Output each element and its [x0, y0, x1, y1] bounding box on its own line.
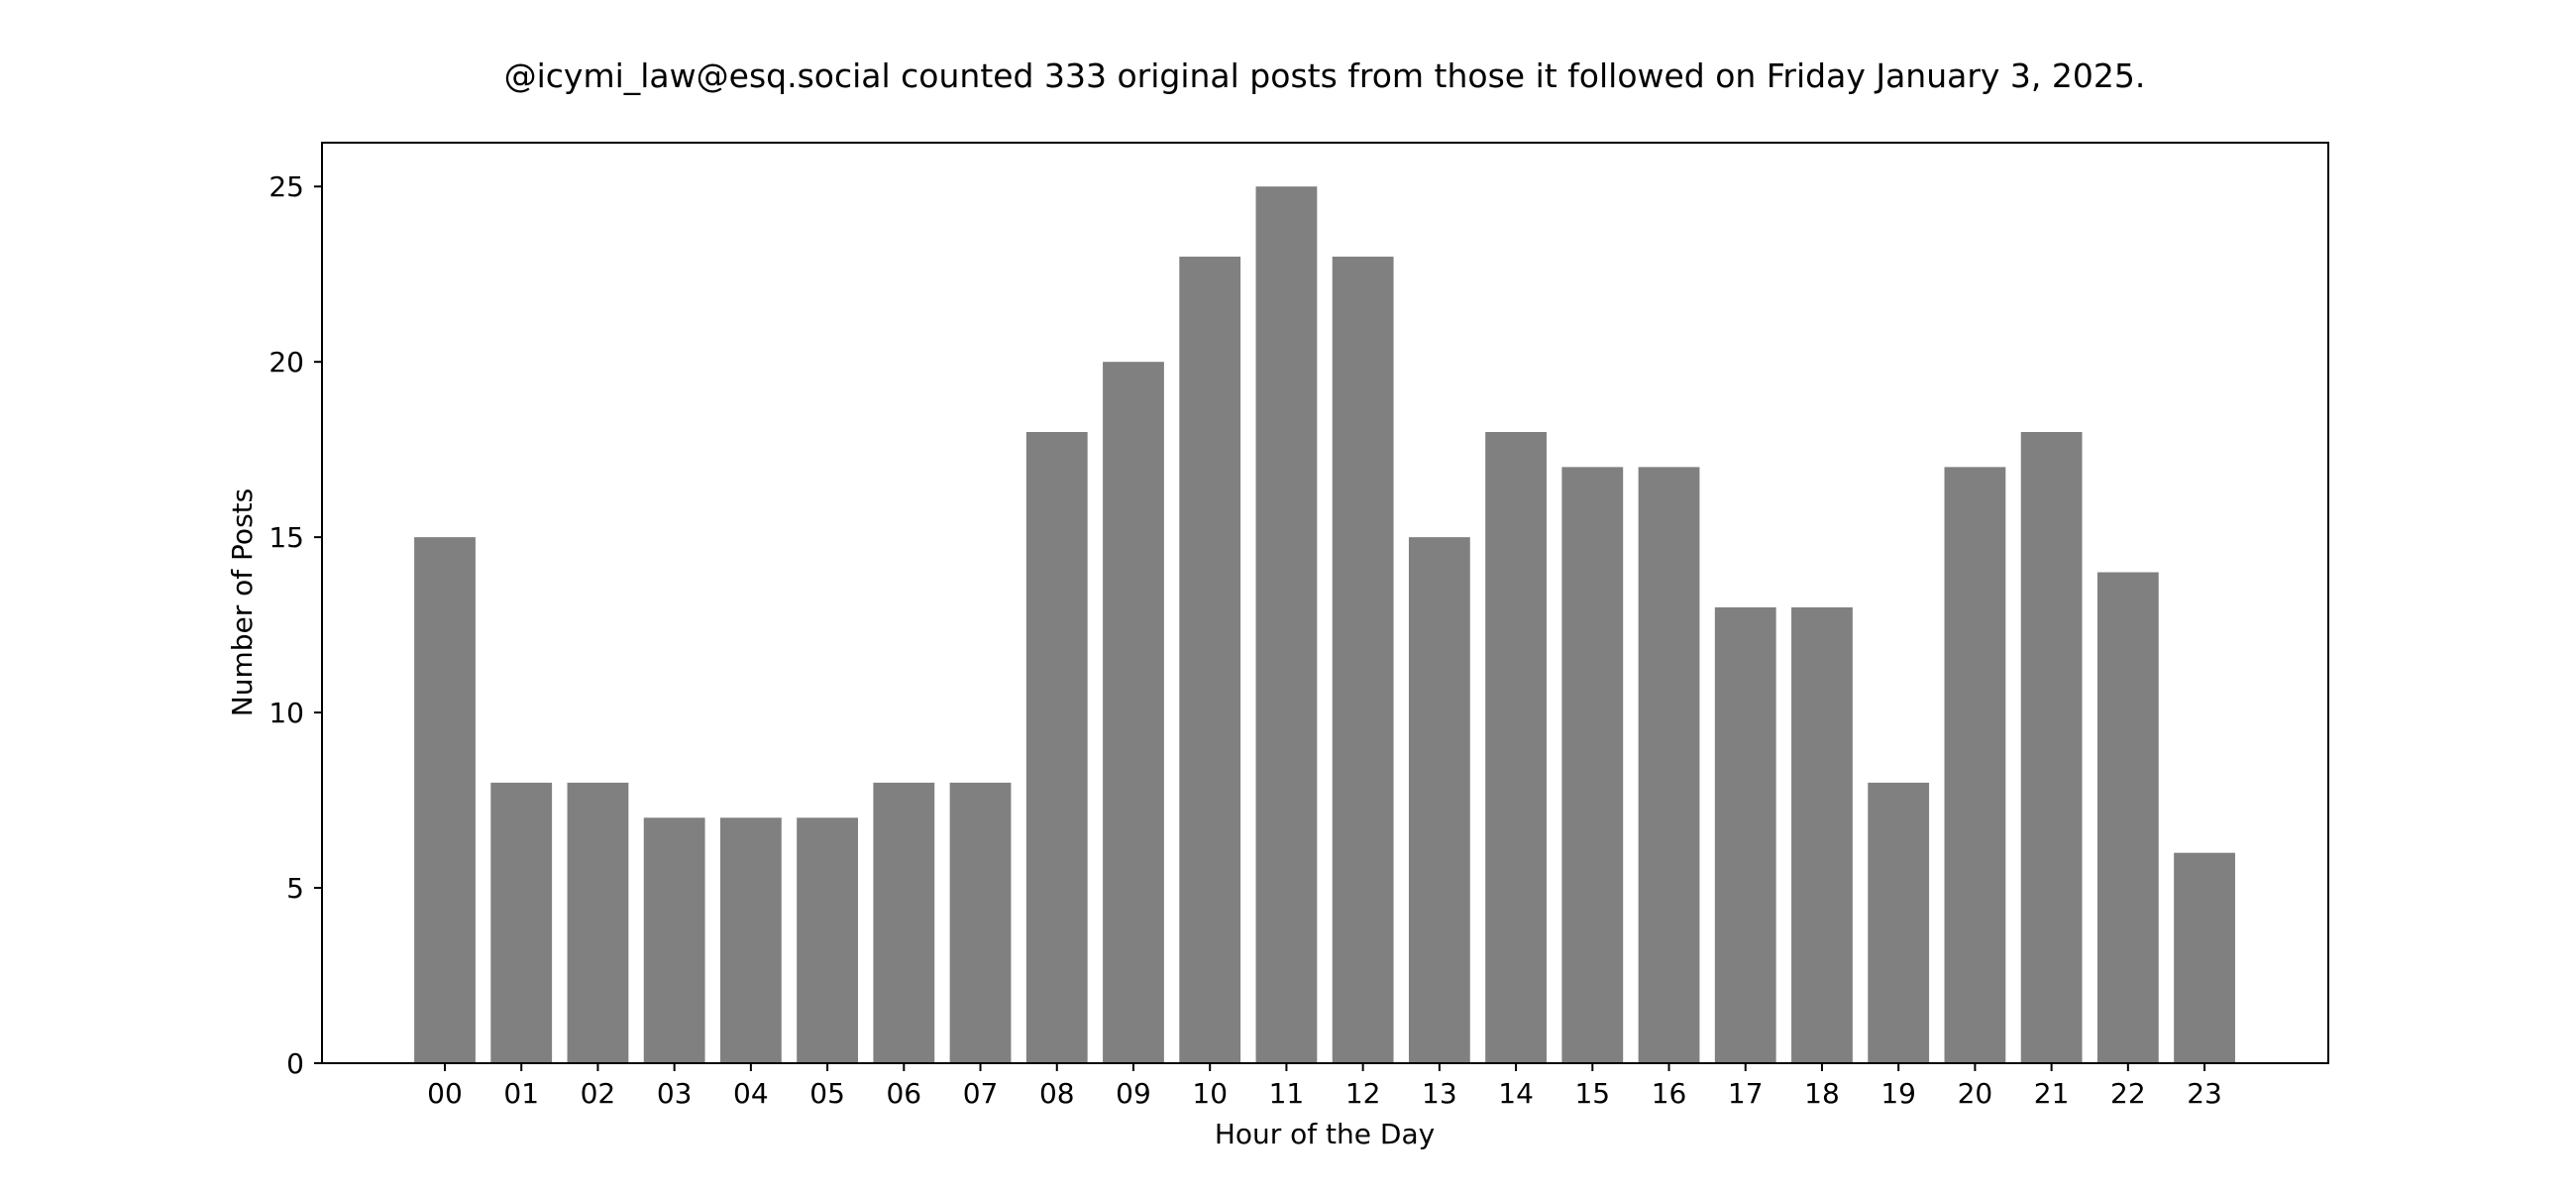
x-tick-label: 07	[963, 1077, 999, 1110]
y-axis-ticks: 0 5 10 15 20 25	[268, 170, 322, 1080]
bar-hour-21	[2020, 431, 2083, 1064]
x-tick-label: 19	[1880, 1077, 1916, 1110]
x-tick-label: 13	[1422, 1077, 1457, 1110]
bar-hour-23	[2174, 852, 2235, 1063]
x-tick-label: 06	[886, 1077, 921, 1110]
bar-hour-13	[1408, 537, 1470, 1063]
x-tick-label: 04	[733, 1077, 769, 1110]
y-tick-label: 15	[268, 521, 304, 554]
x-tick-label: 15	[1574, 1077, 1610, 1110]
x-tick-label: 18	[1804, 1077, 1840, 1110]
x-tick-label: 10	[1192, 1077, 1228, 1110]
bar-hour-20	[1944, 467, 2006, 1063]
bar-hour-07	[949, 782, 1012, 1063]
bar-hour-03	[643, 817, 705, 1063]
x-tick-label: 16	[1652, 1077, 1687, 1110]
bar-hour-10	[1179, 257, 1241, 1063]
bars-layer	[414, 186, 2235, 1064]
x-tick-label: 05	[809, 1077, 845, 1110]
x-tick-label: 08	[1039, 1077, 1075, 1110]
bar-hour-05	[797, 817, 858, 1063]
bar-hour-02	[567, 782, 629, 1063]
y-axis-label: Number of Posts	[226, 488, 259, 716]
x-tick-label: 02	[581, 1077, 616, 1110]
x-tick-label: 22	[2110, 1077, 2146, 1110]
bar-hour-08	[1025, 431, 1088, 1064]
x-tick-label: 11	[1269, 1077, 1305, 1110]
x-tick-label: 21	[2034, 1077, 2070, 1110]
y-tick-label: 25	[268, 170, 304, 203]
bar-hour-22	[2096, 572, 2159, 1063]
bar-hour-12	[1332, 257, 1394, 1063]
bar-hour-18	[1791, 606, 1853, 1063]
bar-hour-15	[1561, 467, 1624, 1063]
bar-hour-19	[1868, 782, 1930, 1063]
x-tick-label: 00	[427, 1077, 463, 1110]
bar-hour-00	[414, 537, 476, 1063]
y-tick-label: 0	[286, 1047, 304, 1080]
y-tick-label: 10	[268, 697, 304, 729]
bar-hour-09	[1103, 362, 1164, 1063]
x-tick-label: 12	[1345, 1077, 1381, 1110]
x-tick-label: 23	[2187, 1077, 2222, 1110]
bar-hour-14	[1485, 431, 1547, 1064]
bar-hour-01	[490, 782, 553, 1063]
x-axis-label: Hour of the Day	[1215, 1118, 1435, 1150]
x-tick-label: 01	[503, 1077, 539, 1110]
y-tick-label: 20	[268, 346, 304, 379]
bar-hour-16	[1638, 467, 1700, 1063]
bar-hour-11	[1255, 186, 1318, 1064]
x-tick-label: 03	[657, 1077, 693, 1110]
x-axis-ticks: 00 01 02 03 04 05 06 07 08 09 10 11 12 13 14 15 16 17 18 19…	[427, 1063, 2222, 1110]
bar-hour-06	[873, 782, 935, 1063]
plot-frame	[321, 142, 2329, 1064]
y-tick-label: 5	[286, 872, 304, 905]
x-tick-label: 20	[1958, 1077, 1993, 1110]
bar-hour-17	[1714, 606, 1776, 1063]
x-tick-label: 14	[1498, 1077, 1534, 1110]
x-tick-label: 17	[1728, 1077, 1764, 1110]
x-tick-label: 09	[1116, 1077, 1151, 1110]
chart-title: @icymi_law@esq.social counted 333 origin…	[504, 56, 2146, 95]
bar-hour-04	[719, 817, 782, 1063]
